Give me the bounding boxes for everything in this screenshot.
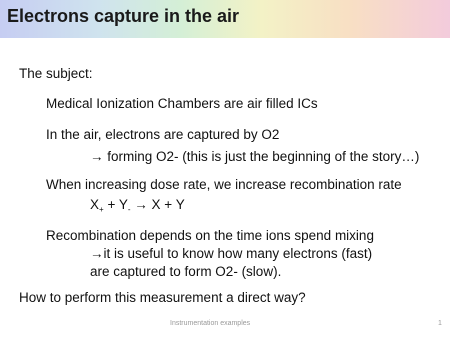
bullet-text: →it is useful to know how many electrons… bbox=[90, 246, 373, 261]
subject-heading: The subject: bbox=[19, 66, 93, 81]
bullet-text: Medical Ionization Chambers are air fill… bbox=[46, 96, 318, 111]
reaction-part: + bbox=[99, 205, 104, 214]
slide-title: Electrons capture in the air bbox=[7, 6, 240, 26]
bullet-text: are captured to form O2- (slow). bbox=[90, 264, 282, 279]
page-number: 1 bbox=[438, 320, 442, 327]
bullet-text: In the air, electrons are captured by O2 bbox=[46, 127, 280, 142]
bullet-text: → forming O2- (this is just the beginnin… bbox=[90, 149, 420, 164]
footer-text: Instrumentation examples bbox=[170, 320, 251, 327]
bullet-text: Recombination depends on the time ions s… bbox=[46, 228, 374, 243]
question: How to perform this measurement a direct… bbox=[19, 290, 306, 305]
reaction: X+ + Y- → X + Y bbox=[90, 197, 185, 214]
bullet-text: When increasing dose rate, we increase r… bbox=[46, 177, 402, 192]
reaction-part: X bbox=[90, 197, 100, 212]
reaction-part: → X + Y bbox=[134, 197, 185, 212]
title-bar bbox=[0, 0, 450, 38]
reaction-part: + Y bbox=[107, 197, 128, 212]
reaction-part: - bbox=[127, 205, 131, 214]
